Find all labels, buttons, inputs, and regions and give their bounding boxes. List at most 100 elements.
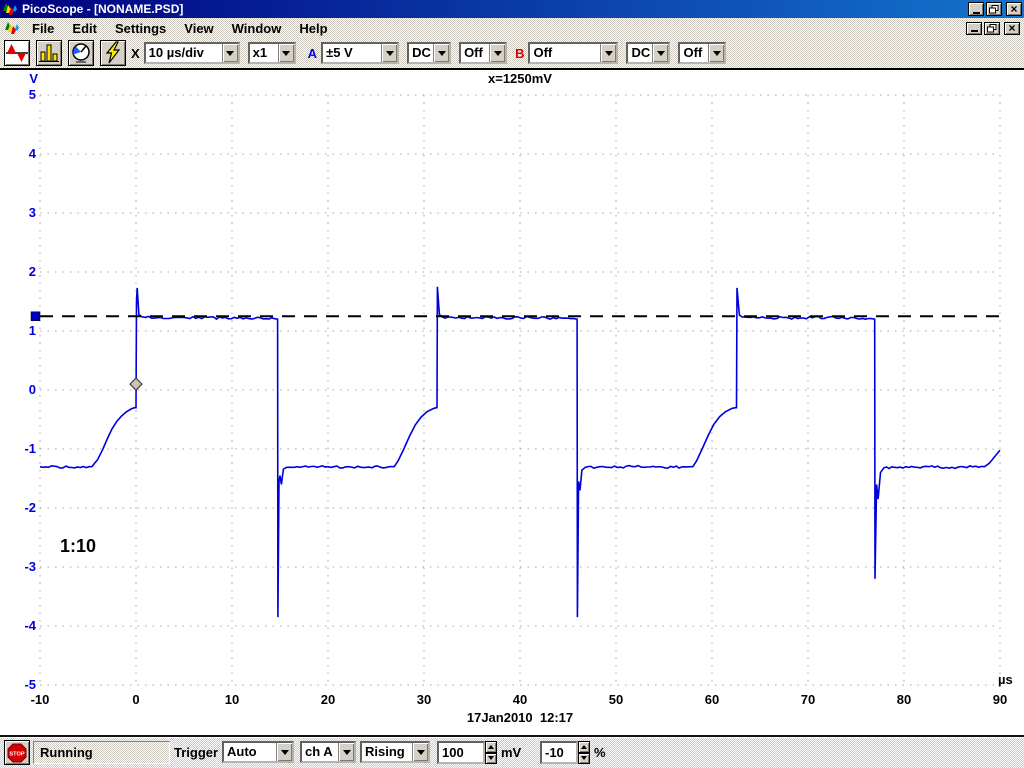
- trigger-delay-input[interactable]: -10: [540, 741, 578, 764]
- delay-stepper[interactable]: [578, 741, 590, 764]
- y-tick-label: -3: [24, 559, 36, 574]
- channel-a-label: A: [307, 45, 318, 61]
- channel-b-mode-select[interactable]: Off: [678, 42, 727, 64]
- status-bar: STOP Running Trigger Auto ch A Rising 10…: [0, 737, 1024, 768]
- stop-button[interactable]: STOP: [4, 740, 30, 765]
- channel-b-range-select[interactable]: Off: [528, 42, 619, 64]
- document-icon[interactable]: [4, 20, 20, 36]
- x-tick-label: 60: [704, 692, 720, 707]
- minimize-button[interactable]: [968, 2, 984, 16]
- spin-up-icon[interactable]: [485, 741, 497, 753]
- x-tick-label: 10: [224, 692, 240, 707]
- child-restore-button[interactable]: [984, 21, 1000, 35]
- close-icon: ×: [1008, 21, 1016, 35]
- close-icon: ×: [1010, 2, 1018, 16]
- menu-settings[interactable]: Settings: [114, 20, 167, 36]
- channel-a-coupling-select[interactable]: DC: [407, 42, 452, 64]
- y-tick-label: -2: [24, 500, 36, 515]
- trigger-label: Trigger: [174, 745, 219, 760]
- x-tick-label: 20: [320, 692, 336, 707]
- chevron-down-icon[interactable]: [381, 44, 398, 62]
- timestamp: 17Jan2010 12:17: [466, 710, 574, 725]
- trigger-mode-select[interactable]: Auto: [222, 741, 294, 763]
- chevron-down-icon[interactable]: [221, 44, 238, 62]
- menu-window[interactable]: Window: [231, 20, 282, 36]
- x-tick-label: -10: [30, 692, 50, 707]
- threshold-stepper[interactable]: [485, 741, 497, 764]
- spectrum-bars-icon: [39, 44, 59, 62]
- menu-file[interactable]: File: [32, 20, 55, 36]
- x-tick-label: 70: [800, 692, 816, 707]
- waveform-canvas[interactable]: [0, 70, 1024, 735]
- minimize-icon: [970, 30, 978, 32]
- trigger-marker[interactable]: [129, 377, 143, 391]
- probe-ratio-label: 1:10: [60, 536, 97, 556]
- x-tick-label: 50: [608, 692, 624, 707]
- trigger-edge-select[interactable]: Rising: [360, 741, 430, 763]
- chevron-down-icon[interactable]: [277, 44, 294, 62]
- channel-a-trace: [39, 286, 1001, 618]
- chevron-down-icon[interactable]: [652, 44, 669, 62]
- scope-trace-icon: [6, 44, 28, 62]
- y-tick-label: -1: [24, 441, 36, 456]
- spin-up-icon[interactable]: [578, 741, 590, 753]
- minimize-icon: [972, 11, 980, 14]
- chevron-down-icon[interactable]: [708, 44, 725, 62]
- menu-bar: File Edit Settings View Window Help ×: [0, 18, 1024, 38]
- y-tick-label: 4: [28, 146, 36, 161]
- x-tick-label: 0: [132, 692, 140, 707]
- stop-sign-icon: STOP: [7, 743, 27, 762]
- menu-edit[interactable]: Edit: [72, 20, 97, 36]
- trigger-threshold-input[interactable]: 100: [437, 741, 485, 764]
- chevron-down-icon[interactable]: [600, 44, 617, 62]
- chevron-down-icon[interactable]: [489, 44, 506, 62]
- horizontal-zoom-select[interactable]: x1: [247, 42, 296, 64]
- menu-help[interactable]: Help: [299, 20, 328, 36]
- timebase-select[interactable]: 10 µs/div: [143, 42, 240, 64]
- trigger-lightning-icon: [105, 41, 121, 64]
- y-tick-label: 1: [28, 323, 36, 338]
- cursor-readout: x=1250mV: [488, 71, 552, 86]
- spin-down-icon[interactable]: [485, 752, 497, 764]
- restore-icon: [987, 23, 997, 32]
- cursor-handle[interactable]: [30, 311, 41, 321]
- trigger-channel-select[interactable]: ch A: [300, 741, 356, 763]
- channel-a-range-select[interactable]: ±5 V: [321, 42, 400, 64]
- x-tick-label: 90: [992, 692, 1008, 707]
- chevron-down-icon[interactable]: [433, 44, 450, 62]
- chevron-down-icon[interactable]: [276, 743, 292, 761]
- y-axis-unit: V: [29, 71, 38, 86]
- y-tick-label: 0: [28, 382, 36, 397]
- close-button[interactable]: ×: [1006, 2, 1022, 16]
- y-tick-label: 5: [28, 87, 36, 102]
- y-tick-label: 3: [28, 205, 36, 220]
- meter-view-button[interactable]: [68, 40, 94, 66]
- delay-unit-label: %: [594, 745, 606, 760]
- chevron-down-icon[interactable]: [412, 743, 428, 761]
- app-logo-icon: [2, 1, 18, 17]
- channel-b-coupling-select[interactable]: DC: [626, 42, 671, 64]
- channel-b-label: B: [515, 45, 525, 61]
- window-title: PicoScope - [NONAME.PSD]: [22, 2, 184, 16]
- multiplier-label: X: [131, 45, 140, 61]
- menu-view[interactable]: View: [184, 20, 214, 36]
- y-tick-label: 2: [28, 264, 36, 279]
- restore-icon: [989, 4, 999, 13]
- trigger-button[interactable]: [100, 40, 126, 66]
- x-axis-unit: µs: [998, 672, 1013, 687]
- status-panel: Running: [33, 741, 170, 764]
- spin-down-icon[interactable]: [578, 752, 590, 764]
- meter-gauge-icon: [72, 43, 90, 63]
- spectrum-view-button[interactable]: [36, 40, 62, 66]
- scope-view-button[interactable]: [4, 40, 30, 66]
- channel-a-mode-select[interactable]: Off: [459, 42, 508, 64]
- scope-plot-area[interactable]: x=1250mV V µs 17Jan2010 12:17 1:10 5 4 3 2 1…: [0, 68, 1024, 737]
- svg-text:STOP: STOP: [9, 751, 24, 757]
- child-minimize-button[interactable]: [966, 21, 982, 35]
- chevron-down-icon[interactable]: [338, 743, 354, 761]
- restore-button[interactable]: [986, 2, 1002, 16]
- child-close-button[interactable]: ×: [1004, 21, 1020, 35]
- status-text: Running: [40, 745, 93, 760]
- y-tick-label: -4: [24, 618, 36, 633]
